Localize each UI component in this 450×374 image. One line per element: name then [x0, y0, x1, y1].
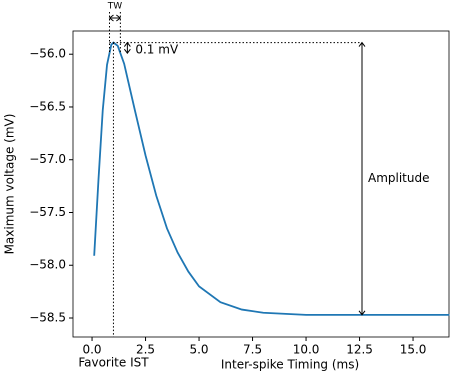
x-tick-label: 7.5	[243, 343, 262, 357]
x-tick-label: 12.5	[346, 343, 373, 357]
x-tick-label: 5.0	[189, 343, 208, 357]
x-axis-label: Inter-spike Timing (ms)	[221, 358, 359, 372]
delta-label: 0.1 mV	[135, 42, 179, 56]
y-tick-label: −57.0	[29, 152, 66, 166]
x-tick-label: 0.0	[82, 343, 101, 357]
favorite-label: Favorite IST	[78, 356, 149, 370]
y-tick-label: −57.5	[29, 205, 66, 219]
delta-arrow-head	[123, 41, 131, 54]
line	[93, 41, 450, 316]
x-tick-label: 10.0	[293, 343, 320, 357]
tw-arrow-head	[108, 14, 122, 22]
amplitude-label: Amplitude	[368, 171, 430, 185]
y-axis-label: Maximum voltage (mV)	[3, 114, 17, 255]
y-tick-label: −56.5	[29, 99, 66, 113]
y-tick-label: −56.0	[29, 47, 66, 61]
x-tick-label: 15.0	[400, 343, 427, 357]
x-tick-label: 2.5	[136, 343, 155, 357]
y-tick-label: −58.5	[29, 311, 66, 325]
plot-frame	[72, 30, 450, 338]
tw-label: TW	[107, 2, 122, 12]
y-tick-label: −58.0	[29, 258, 66, 272]
amplitude-arrow-head	[358, 41, 366, 316]
